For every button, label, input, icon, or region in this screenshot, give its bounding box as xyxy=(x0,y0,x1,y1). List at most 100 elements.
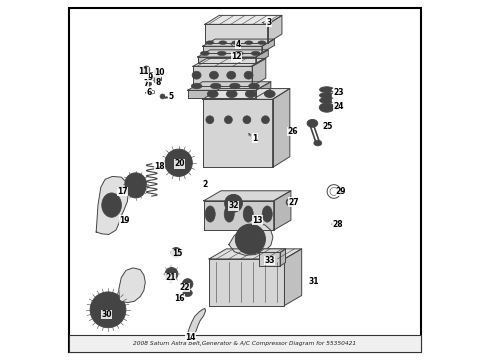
Text: 28: 28 xyxy=(332,220,343,229)
Circle shape xyxy=(165,149,192,176)
Ellipse shape xyxy=(226,90,237,98)
Circle shape xyxy=(103,305,113,315)
Ellipse shape xyxy=(210,83,221,89)
Circle shape xyxy=(95,296,122,323)
Circle shape xyxy=(171,247,181,257)
Ellipse shape xyxy=(206,41,214,44)
Text: 5: 5 xyxy=(169,92,174,101)
Ellipse shape xyxy=(229,83,240,89)
Polygon shape xyxy=(272,89,290,167)
Text: 10: 10 xyxy=(154,68,164,77)
Text: 13: 13 xyxy=(252,216,263,225)
Polygon shape xyxy=(259,249,286,252)
Circle shape xyxy=(131,179,141,188)
Text: 18: 18 xyxy=(154,162,165,171)
Text: 26: 26 xyxy=(287,127,297,136)
Polygon shape xyxy=(262,39,274,53)
Ellipse shape xyxy=(314,140,322,146)
Ellipse shape xyxy=(262,206,272,222)
Circle shape xyxy=(90,292,126,328)
Polygon shape xyxy=(209,249,302,259)
Ellipse shape xyxy=(245,90,256,98)
Circle shape xyxy=(185,281,191,287)
Text: 2008 Saturn Astra Belt,Generator & A/C Compressor Diagram for 55350421: 2008 Saturn Astra Belt,Generator & A/C C… xyxy=(133,341,357,346)
Text: 25: 25 xyxy=(322,122,333,131)
Polygon shape xyxy=(205,15,282,24)
Circle shape xyxy=(173,250,179,255)
Text: 15: 15 xyxy=(172,249,182,258)
Polygon shape xyxy=(119,268,146,303)
Circle shape xyxy=(143,66,150,73)
Circle shape xyxy=(229,199,238,208)
Ellipse shape xyxy=(205,206,215,222)
Text: 6: 6 xyxy=(147,87,151,96)
Circle shape xyxy=(224,194,243,212)
Text: 27: 27 xyxy=(288,198,299,207)
Ellipse shape xyxy=(251,51,260,55)
Polygon shape xyxy=(96,176,128,234)
Ellipse shape xyxy=(319,103,334,112)
Text: 11: 11 xyxy=(139,67,149,76)
Text: 7: 7 xyxy=(144,79,149,88)
Polygon shape xyxy=(280,249,286,266)
Ellipse shape xyxy=(307,120,318,127)
Polygon shape xyxy=(188,82,271,90)
Ellipse shape xyxy=(232,41,240,44)
Circle shape xyxy=(125,178,146,198)
FancyBboxPatch shape xyxy=(148,72,157,80)
Circle shape xyxy=(235,224,266,254)
Circle shape xyxy=(131,183,140,192)
Ellipse shape xyxy=(319,93,334,98)
Ellipse shape xyxy=(319,87,334,93)
Polygon shape xyxy=(285,249,302,306)
Circle shape xyxy=(182,279,193,289)
Ellipse shape xyxy=(322,105,332,111)
Ellipse shape xyxy=(319,98,334,103)
Polygon shape xyxy=(204,201,274,230)
Text: 14: 14 xyxy=(185,333,196,342)
Text: 2: 2 xyxy=(202,180,207,189)
FancyBboxPatch shape xyxy=(69,335,421,352)
Text: 4: 4 xyxy=(235,40,241,49)
Text: 31: 31 xyxy=(309,276,319,285)
Polygon shape xyxy=(256,50,269,63)
Circle shape xyxy=(243,231,258,247)
Text: 19: 19 xyxy=(120,216,130,225)
Ellipse shape xyxy=(146,82,152,86)
Ellipse shape xyxy=(224,206,234,222)
Text: 29: 29 xyxy=(336,187,346,196)
Circle shape xyxy=(99,301,117,319)
Text: 3: 3 xyxy=(267,18,272,27)
Ellipse shape xyxy=(192,71,201,79)
Polygon shape xyxy=(268,15,282,43)
Polygon shape xyxy=(274,191,291,230)
Text: 21: 21 xyxy=(165,273,175,282)
Ellipse shape xyxy=(219,41,227,44)
Ellipse shape xyxy=(234,51,243,55)
Circle shape xyxy=(165,267,178,280)
Polygon shape xyxy=(193,58,266,66)
Polygon shape xyxy=(252,58,266,86)
Polygon shape xyxy=(256,82,271,98)
Ellipse shape xyxy=(227,71,236,79)
Circle shape xyxy=(155,75,162,82)
Text: 1: 1 xyxy=(252,134,258,143)
Text: 9: 9 xyxy=(147,73,153,82)
Ellipse shape xyxy=(185,291,190,295)
Circle shape xyxy=(172,156,185,169)
Polygon shape xyxy=(203,39,274,46)
Circle shape xyxy=(125,173,147,194)
Ellipse shape xyxy=(191,83,202,89)
Polygon shape xyxy=(203,46,262,53)
Ellipse shape xyxy=(245,41,253,44)
Ellipse shape xyxy=(218,51,226,55)
Ellipse shape xyxy=(248,83,259,89)
Circle shape xyxy=(160,94,165,99)
Ellipse shape xyxy=(243,116,251,124)
Polygon shape xyxy=(203,99,272,167)
Ellipse shape xyxy=(265,90,275,98)
Text: 8: 8 xyxy=(155,78,161,87)
Ellipse shape xyxy=(154,69,160,74)
Polygon shape xyxy=(209,259,285,306)
FancyBboxPatch shape xyxy=(69,8,421,352)
